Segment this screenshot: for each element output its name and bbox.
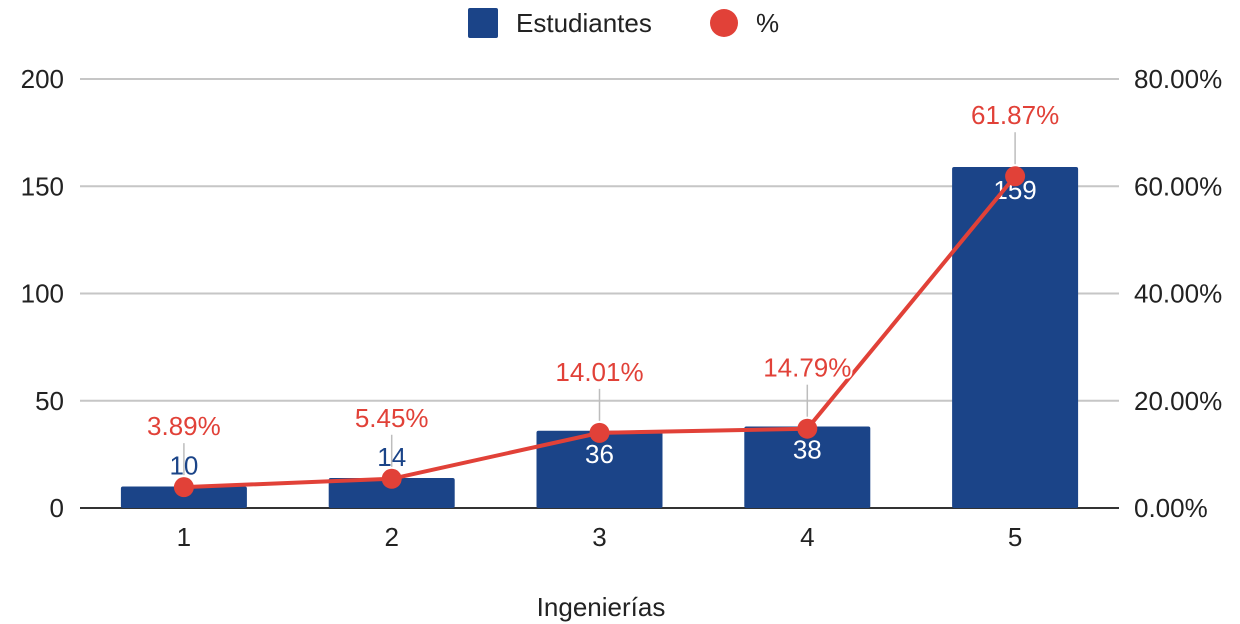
left-axis-tick-label: 200 <box>21 64 64 94</box>
right-axis-tick-label: 0.00% <box>1134 493 1208 523</box>
legend-swatch-bars <box>468 8 498 38</box>
left-axis-tick-label: 50 <box>35 386 64 416</box>
x-axis-tick-label: 1 <box>177 522 191 552</box>
line-point <box>173 477 194 498</box>
line-point <box>1005 166 1026 187</box>
right-axis-tick-label: 60.00% <box>1134 171 1222 201</box>
bar <box>952 166 1079 508</box>
line-value-label: 61.87% <box>971 100 1059 130</box>
bar-value-label: 36 <box>585 439 614 469</box>
line-value-label: 14.79% <box>763 353 851 383</box>
gridlines <box>80 78 1119 509</box>
x-axis-tick-label: 5 <box>1008 522 1022 552</box>
left-axis-tick-label: 150 <box>21 171 64 201</box>
bar <box>536 430 663 508</box>
left-axis-tick-label: 100 <box>21 279 64 309</box>
left-axis-ticks: 0 50 100 150 200 <box>21 64 64 523</box>
line-series <box>173 166 1026 498</box>
bar <box>120 486 247 508</box>
line-point <box>381 468 402 489</box>
bar-series <box>120 166 1079 508</box>
x-axis-tick-label: 4 <box>800 522 814 552</box>
bar-value-label: 38 <box>793 434 822 464</box>
bar <box>744 426 871 508</box>
legend-label-bars: Estudiantes <box>516 8 652 38</box>
x-axis-tick-label: 2 <box>384 522 398 552</box>
legend-swatch-line <box>710 9 738 37</box>
bar <box>328 477 455 508</box>
left-axis-tick-label: 0 <box>50 493 64 523</box>
x-axis-title: Ingenierías <box>537 592 666 622</box>
chart-legend: Estudiantes % <box>468 8 779 38</box>
line-point <box>797 418 818 439</box>
line-value-label: 14.01% <box>555 357 643 387</box>
line-value-labels: 3.89% 5.45% 14.01% 14.79% 61.87% <box>145 98 1061 476</box>
x-axis-tick-label: 3 <box>592 522 606 552</box>
right-axis-tick-label: 80.00% <box>1134 64 1222 94</box>
legend-label-line: % <box>756 8 779 38</box>
line-value-label: 3.89% <box>147 411 221 441</box>
line-point <box>589 422 610 443</box>
right-axis-tick-label: 40.00% <box>1134 279 1222 309</box>
right-axis-tick-label: 20.00% <box>1134 386 1222 416</box>
right-axis-ticks: 0.00% 20.00% 40.00% 60.00% 80.00% <box>1134 64 1222 523</box>
x-axis-ticks: 1 2 3 4 5 <box>177 522 1023 552</box>
line-value-label: 5.45% <box>355 403 429 433</box>
